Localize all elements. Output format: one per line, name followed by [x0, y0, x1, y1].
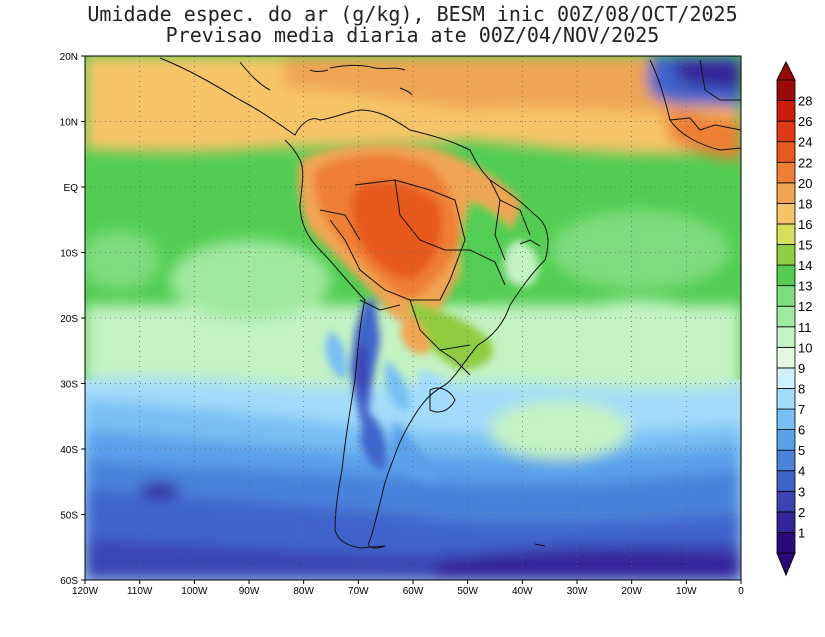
- colorbar-label: 12: [798, 299, 812, 314]
- colorbar-label: 26: [798, 114, 812, 129]
- colorbar-swatch: [776, 264, 796, 287]
- colorbar-label: 20: [798, 176, 812, 191]
- lat-label: 10S: [60, 249, 78, 260]
- colorbar-label: 9: [798, 361, 805, 376]
- colorbar-label: 1: [798, 525, 805, 540]
- lon-label: 80W: [293, 586, 314, 597]
- colorbar-top-arrow: [776, 60, 796, 81]
- colorbar-swatch: [776, 161, 796, 184]
- colorbar-label: 6: [798, 423, 805, 438]
- lat-label: 20N: [60, 52, 78, 63]
- colorbar-swatch: [776, 511, 796, 533]
- humidity-field: [85, 56, 741, 580]
- colorbar-swatch: [776, 346, 796, 369]
- lon-label: 0: [738, 586, 744, 597]
- colorbar-swatch: [776, 120, 796, 143]
- colorbar-label: 22: [798, 155, 812, 170]
- colorbar-label: 4: [798, 464, 805, 479]
- colorbar-swatch: [776, 244, 796, 266]
- colorbar-swatch: [776, 141, 796, 163]
- lon-label: 90W: [239, 586, 260, 597]
- lon-label: 20W: [621, 586, 642, 597]
- colorbar-label: 16: [798, 217, 812, 232]
- lon-label: 60W: [403, 586, 424, 597]
- coastlines: [159, 57, 741, 549]
- colorbar-label: 3: [798, 484, 805, 499]
- colorbar-swatch: [776, 367, 796, 389]
- colorbar-swatch: [776, 326, 796, 348]
- colorbar-label: 14: [798, 258, 812, 273]
- colorbar-label: 10: [798, 340, 812, 355]
- lon-label: 70W: [348, 586, 369, 597]
- gridlines: [81, 55, 742, 584]
- plot-frame: [84, 55, 742, 581]
- colorbar-label: 18: [798, 196, 812, 211]
- lat-label: EQ: [64, 183, 79, 194]
- colorbar-label: 2: [798, 505, 805, 520]
- colorbar-label: 24: [798, 135, 812, 150]
- chart-title-line1: Umidade espec. do ar (g/kg), BESM inic 0…: [87, 2, 738, 26]
- colorbar-label: 7: [798, 402, 805, 417]
- colorbar-swatch: [776, 490, 796, 513]
- lon-label: 120W: [72, 586, 99, 597]
- colorbar-swatch: [776, 79, 796, 101]
- colorbar-swatch: [776, 429, 796, 451]
- lon-label: 100W: [181, 586, 208, 597]
- colorbar-label: 11: [798, 320, 812, 335]
- lon-label: 30W: [567, 586, 588, 597]
- lon-label: 40W: [512, 586, 533, 597]
- lat-label: 50S: [60, 511, 78, 522]
- lon-label: 110W: [127, 586, 153, 597]
- chart-title-line2: Previsao media diaria ate 00Z/04/NOV/202…: [165, 23, 660, 47]
- lon-label: 50W: [457, 586, 478, 597]
- colorbar-label: 8: [798, 381, 805, 396]
- latitude-labels: 20N 10N EQ 10S 20S 30S 40S 50S 60S: [60, 52, 79, 587]
- colorbar-label: 28: [798, 94, 812, 109]
- colorbar-swatch: [776, 470, 796, 492]
- colorbar-swatch: [776, 182, 796, 204]
- colorbar-label: 15: [798, 238, 812, 253]
- colorbar-swatch: [776, 100, 796, 122]
- lat-label: 30S: [60, 380, 78, 391]
- colorbar-swatch: [776, 449, 796, 472]
- colorbar-swatch: [776, 532, 796, 554]
- lat-label: 10N: [60, 118, 78, 129]
- colorbar-bottom-arrow: [776, 552, 796, 577]
- colorbar-label: 13: [798, 279, 812, 294]
- lat-label: 60S: [60, 576, 78, 587]
- colorbar-label: 5: [798, 443, 805, 458]
- colorbar-swatch: [776, 223, 796, 245]
- lat-label: 40S: [60, 445, 78, 456]
- colorbar-swatch: [776, 408, 796, 431]
- lon-label: 10W: [676, 586, 697, 597]
- colorbar-swatch: [776, 305, 796, 328]
- colorbar-swatch: [776, 202, 796, 225]
- longitude-labels: 120W 110W 100W 90W 80W 70W 60W 50W 40W 30W 20W 10W 0: [72, 586, 744, 597]
- colorbar-swatch: [776, 285, 796, 307]
- lat-label: 20S: [60, 314, 78, 325]
- colorbar-swatch: [776, 388, 796, 410]
